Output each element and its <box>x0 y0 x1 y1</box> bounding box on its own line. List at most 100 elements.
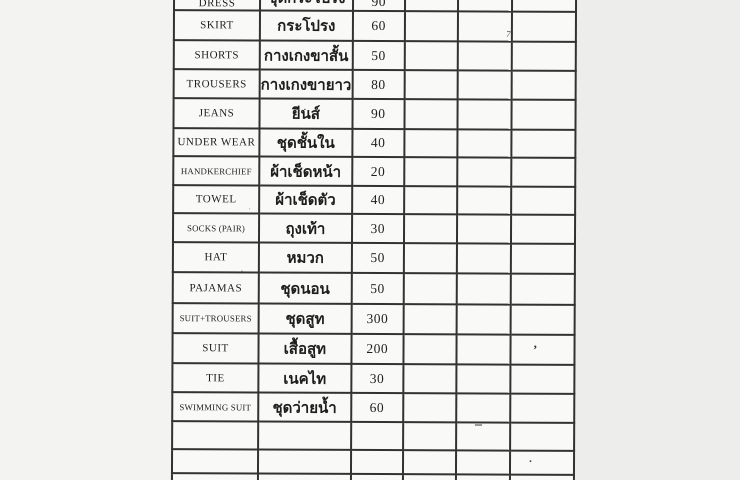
price-cell: 30 <box>351 363 404 394</box>
empty-cell <box>403 243 457 274</box>
price-cell <box>350 473 403 480</box>
item-th-cell: กระโปรง <box>259 10 353 41</box>
item-th-cell: ชุดกระโปรง <box>259 0 353 11</box>
empty-cell <box>511 129 576 158</box>
empty-cell <box>404 41 458 71</box>
empty-cell <box>511 70 576 100</box>
table-row: TIE เนคไท 30 <box>172 363 575 394</box>
item-en-cell: SUIT+TROUSERS <box>172 303 259 334</box>
laundry-price-table-body: DRESSชุดกระโปรง90SKIRTกระโปรง60SHORTSกาง… <box>171 0 576 480</box>
price-cell: 300 <box>351 303 404 335</box>
price-cell: 40 <box>351 185 404 215</box>
item-en-cell: JEANS <box>173 98 260 129</box>
item-en-cell: DRESS <box>173 0 261 11</box>
empty-cell <box>404 129 458 158</box>
item-th-cell: เสื้อสูท <box>258 333 352 364</box>
table-row: SKIRT กระโปรง 60 <box>173 10 576 42</box>
stray-scan-mark: 7 <box>505 28 512 40</box>
empty-cell <box>456 364 511 394</box>
empty-cell <box>457 99 512 130</box>
item-en-cell: TIE <box>172 363 259 393</box>
price-cell: 50 <box>351 242 404 274</box>
empty-cell <box>402 422 456 451</box>
empty-cell <box>509 450 574 475</box>
empty-cell <box>456 243 511 274</box>
empty-cell <box>455 393 511 423</box>
item-th-cell: ยีนส์ <box>259 98 353 129</box>
price-cell: 60 <box>350 392 404 423</box>
item-th-cell: ชุดนอน <box>258 272 352 304</box>
stray-scan-mark: ′ <box>249 207 251 215</box>
empty-cell <box>510 334 575 365</box>
empty-cell <box>456 273 511 305</box>
item-en-cell: PAJAMAS <box>172 272 259 304</box>
empty-cell <box>403 157 458 187</box>
empty-cell <box>455 450 510 475</box>
item-en-cell: SWIMMING SUIT <box>172 392 259 422</box>
table-row: UNDER WEAR ชุดชั้นใน 40 <box>173 128 576 158</box>
empty-cell <box>457 11 512 42</box>
empty-cell <box>510 273 575 305</box>
item-th-cell <box>258 421 351 450</box>
item-th-cell: ผ้าเช็ดหน้า <box>259 156 353 186</box>
empty-cell <box>402 393 457 423</box>
empty-cell <box>456 157 512 187</box>
price-cell: 50 <box>351 272 404 305</box>
item-th-cell: กางเกงขาสั้น <box>259 40 353 70</box>
empty-cell <box>510 157 576 187</box>
stray-scan-mark: ▪ <box>304 108 306 113</box>
table-row <box>171 449 574 475</box>
table-row: SHORTS กางเกงขาสั้น 50 <box>173 40 576 71</box>
empty-cell <box>402 474 456 480</box>
item-en-cell: SKIRT <box>173 10 260 41</box>
empty-cell <box>456 186 511 215</box>
item-en-cell: SHORTS <box>173 40 260 70</box>
item-en-cell: SUIT <box>172 333 259 364</box>
item-en-cell: HAT <box>172 242 259 273</box>
item-th-cell <box>257 473 351 480</box>
empty-cell <box>404 11 458 42</box>
empty-cell <box>509 474 574 480</box>
empty-cell <box>403 186 457 215</box>
empty-cell <box>403 364 457 394</box>
item-en-cell: TOWEL <box>173 185 260 214</box>
item-th-cell: ชุดสูท <box>258 303 352 334</box>
table-row: PAJAMAS ชุดนอน 50 <box>172 272 575 305</box>
table-row: JEANS ยีนส์ 90 <box>173 98 576 130</box>
empty-cell <box>510 364 575 394</box>
empty-cell <box>403 334 457 365</box>
empty-cell <box>457 129 512 158</box>
item-th-cell: ชุดชั้นใน <box>259 128 353 157</box>
price-cell: 90 <box>352 98 405 130</box>
stray-scan-mark: ’ <box>533 342 538 357</box>
table-row: HANDKERCHIEF ผ้าเช็ดหน้า 20 <box>173 156 576 187</box>
empty-cell <box>510 304 575 335</box>
empty-cell <box>511 0 576 12</box>
item-en-cell: SOCKS (PAIR) <box>172 213 260 243</box>
empty-cell <box>402 450 456 475</box>
empty-cell <box>456 214 511 244</box>
empty-cell <box>509 393 575 423</box>
empty-cell <box>404 70 458 100</box>
price-cell: 200 <box>351 333 404 365</box>
price-cell <box>350 449 403 475</box>
item-th-cell <box>257 449 351 474</box>
empty-cell <box>455 474 510 480</box>
empty-cell <box>403 214 457 244</box>
item-en-cell <box>171 449 259 474</box>
item-en-cell <box>172 421 259 450</box>
empty-cell <box>404 0 458 12</box>
table-row: SUIT เสื้อสูท 200 <box>172 333 575 365</box>
price-cell: 80 <box>352 69 405 100</box>
item-en-cell: HANDKERCHIEF <box>173 156 260 186</box>
stray-scan-mark: – <box>475 417 482 432</box>
item-th-cell: ถุงเท้า <box>258 213 352 243</box>
empty-cell <box>510 214 575 244</box>
item-th-cell: เนคไท <box>258 363 352 393</box>
empty-cell <box>455 422 510 451</box>
laundry-price-table: DRESSชุดกระโปรง90SKIRTกระโปรง60SHORTSกาง… <box>170 0 577 480</box>
empty-cell <box>404 99 458 130</box>
empty-cell <box>403 273 457 305</box>
item-en-cell <box>171 473 258 480</box>
